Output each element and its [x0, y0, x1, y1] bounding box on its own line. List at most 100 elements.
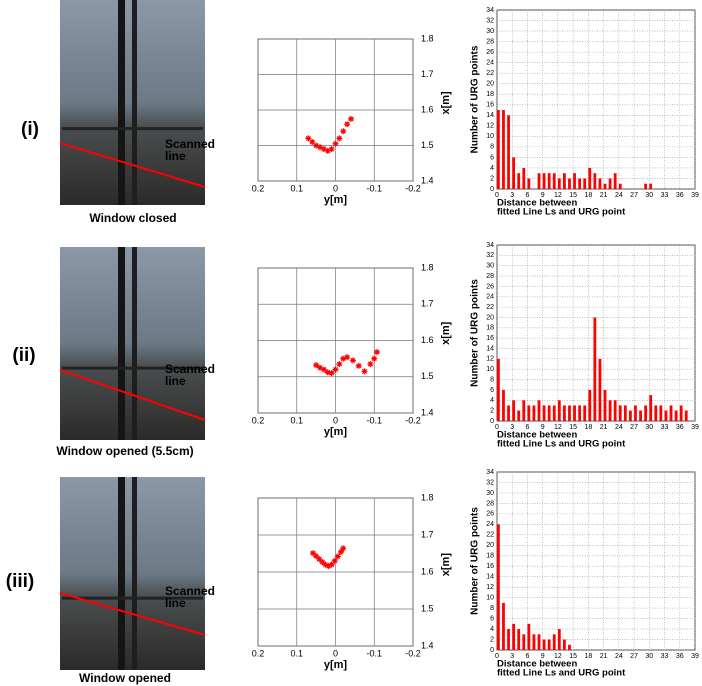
y-tick-label: 32 [486, 17, 494, 24]
scan-point [324, 369, 331, 376]
y-tick-label: 1.7 [421, 69, 434, 79]
bar [563, 405, 566, 421]
bar [512, 157, 516, 189]
bar [542, 639, 546, 650]
scan-point [336, 361, 343, 368]
y-tick-label: 8 [490, 376, 494, 383]
bar [583, 178, 587, 189]
y-tick-label: 24 [486, 521, 494, 528]
x-tick-label: 33 [661, 653, 669, 660]
y-tick-label: 30 [486, 490, 494, 497]
bar [552, 634, 556, 650]
x-tick-label: 0 [495, 653, 499, 660]
x-tick-label: 15 [569, 653, 577, 660]
y-tick-label: 34 [486, 7, 494, 14]
bar [593, 317, 597, 421]
bar [527, 623, 531, 650]
x-tick-label: 0.2 [252, 415, 265, 425]
bar [517, 629, 521, 650]
bar [588, 389, 592, 421]
x-axis-label: fitted Line Ls and URG point [497, 207, 626, 218]
scan-point [328, 561, 335, 568]
bar [608, 400, 612, 421]
y-axis-label: Number of URG points [470, 45, 481, 153]
x-tick-label: 30 [645, 424, 653, 431]
x-axis-label: y[m] [324, 659, 348, 671]
scan-point [337, 549, 344, 556]
bar [557, 178, 561, 189]
bar [527, 178, 531, 189]
x-tick-label: -0.1 [366, 648, 382, 658]
scan-point [320, 146, 327, 153]
bar [552, 173, 556, 189]
x-tick-label: 21 [600, 192, 608, 199]
x-tick-label: 15 [569, 192, 577, 199]
x-tick-label: 3 [510, 192, 514, 199]
y-tick-label: 20 [486, 542, 494, 549]
bar [669, 405, 673, 421]
bar [598, 178, 602, 189]
y-tick-label: 1.8 [421, 33, 434, 43]
y-tick-label: 6 [490, 387, 494, 394]
x-tick-label: -0.1 [366, 415, 382, 425]
y-tick-label: 1.8 [421, 492, 434, 502]
bar [507, 405, 510, 421]
window-frame [132, 0, 137, 205]
bar [613, 173, 617, 189]
bar [618, 405, 622, 421]
y-tick-label: 16 [486, 102, 494, 109]
x-tick-label: 18 [584, 424, 592, 431]
y-tick-label: 34 [486, 242, 494, 249]
x-tick-label: 3 [510, 653, 514, 660]
bar [613, 400, 617, 421]
y-tick-label: 1.5 [421, 140, 434, 150]
y-tick-label: 32 [486, 479, 494, 486]
y-tick-label: 22 [486, 304, 494, 311]
bar [497, 110, 500, 189]
scan-point [340, 128, 347, 135]
x-tick-label: 0 [333, 183, 338, 193]
bar [568, 644, 571, 650]
scan-point [349, 357, 356, 364]
y-tick-label: 16 [486, 563, 494, 570]
scan-point [313, 553, 320, 560]
bar [588, 167, 592, 189]
bar [649, 395, 653, 421]
scanned-line [59, 369, 206, 421]
bar [537, 400, 541, 421]
bar [674, 410, 678, 421]
x-tick-label: 21 [600, 653, 608, 660]
bar [563, 639, 566, 650]
scan-point [355, 362, 362, 369]
x-axis-label: fitted Line Ls and URG point [497, 668, 626, 679]
y-tick-label: 18 [486, 91, 494, 98]
x-tick-label: 9 [541, 192, 545, 199]
bar [542, 173, 546, 189]
x-tick-label: 0.2 [252, 183, 265, 193]
window-frame [118, 477, 125, 670]
bar [639, 410, 642, 421]
window-frame [62, 596, 203, 600]
bar [502, 389, 505, 421]
bar [507, 629, 510, 650]
scan-point [328, 146, 335, 153]
y-tick-label: 10 [486, 366, 494, 373]
scan-point [324, 147, 331, 154]
scan-point [305, 135, 312, 142]
bar [532, 405, 536, 421]
y-tick-label: 4 [490, 165, 494, 172]
y-axis-label: x[m] [440, 91, 452, 115]
bar [629, 410, 632, 421]
bar [654, 405, 658, 421]
scan-point [316, 556, 323, 563]
bar [679, 405, 683, 421]
bar [634, 405, 637, 421]
x-tick-label: -0.2 [405, 415, 421, 425]
photo-caption: Window opened [79, 671, 171, 685]
x-tick-label: 12 [554, 192, 562, 199]
x-tick-label: 39 [691, 424, 699, 431]
y-tick-label: 20 [486, 81, 494, 88]
y-tick-label: 20 [486, 314, 494, 321]
window-frame [118, 247, 125, 440]
x-tick-label: 30 [645, 192, 653, 199]
